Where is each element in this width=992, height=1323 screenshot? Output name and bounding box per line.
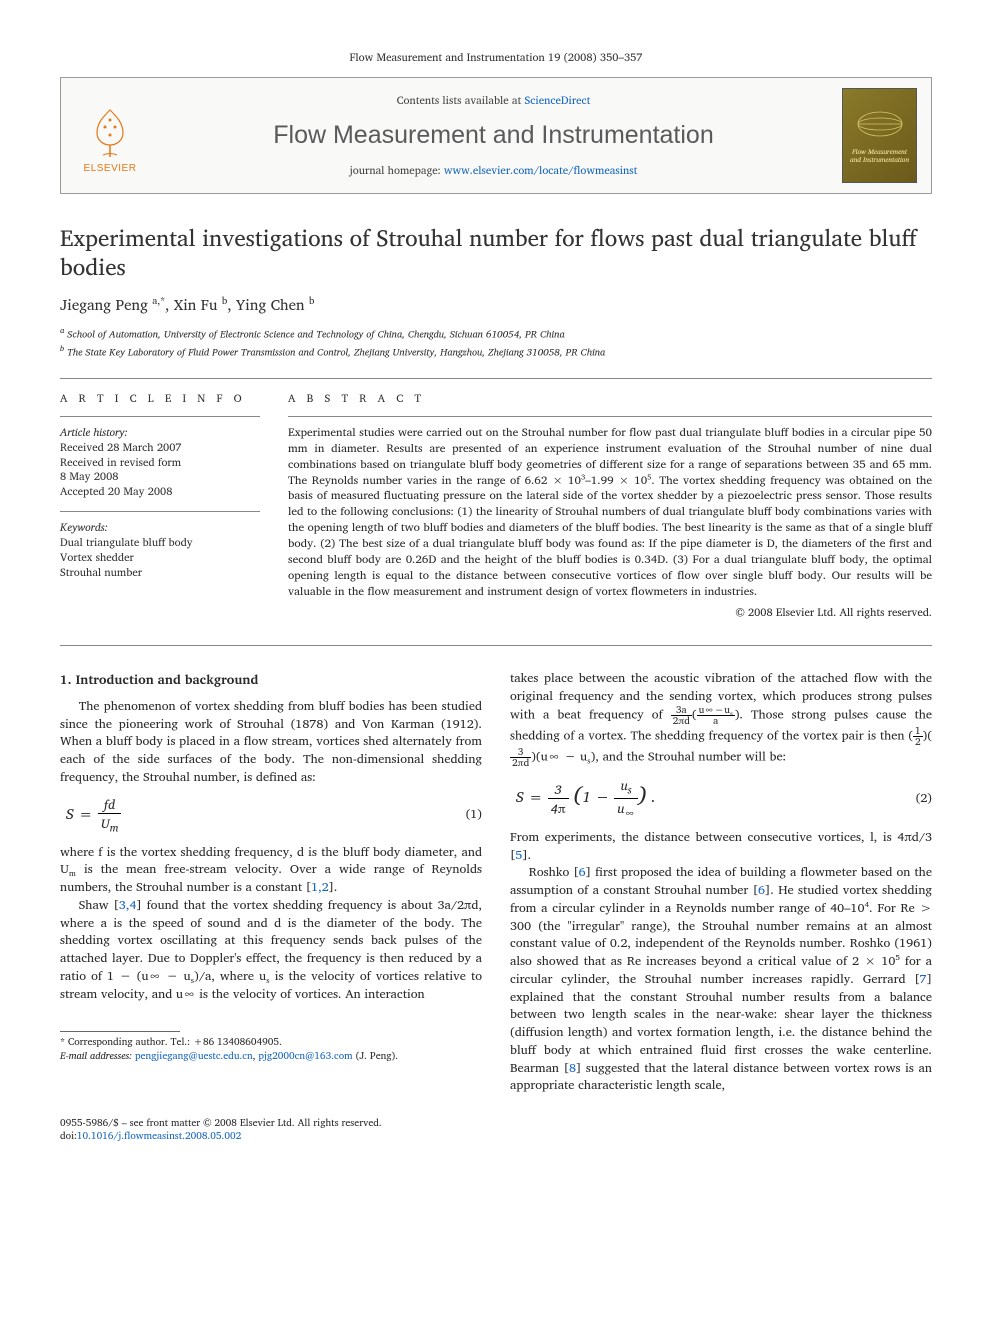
- abstract-heading: A B S T R A C T: [288, 391, 932, 406]
- abstract-text: Experimental studies were carried out on…: [288, 425, 932, 599]
- keyword: Strouhal number: [60, 565, 260, 580]
- eq1-body: S = fdUm: [60, 795, 466, 836]
- para-r1: takes place between the acoustic vibrati…: [510, 670, 932, 769]
- cover-graphic: [843, 89, 918, 184]
- contents-line: Contents lists available at ScienceDirec…: [145, 93, 842, 108]
- abstract-column: A B S T R A C T Experimental studies wer…: [288, 391, 932, 621]
- affiliations: a School of Automation, University of El…: [60, 325, 932, 360]
- r1-tail: , and the Strouhal number will be:: [595, 747, 786, 767]
- body-columns: 1. Introduction and background The pheno…: [60, 670, 932, 1095]
- info-divider-2: [60, 511, 260, 512]
- info-divider-1: [60, 416, 260, 417]
- para-1: The phenomenon of vortex shedding from b…: [60, 698, 482, 787]
- inline-frac-3: 12: [913, 726, 923, 747]
- divider-top: [60, 378, 932, 379]
- para-2: where f is the vortex shedding frequency…: [60, 844, 482, 897]
- r2-pre: From experiments, the distance between c…: [510, 827, 932, 865]
- p2-pre: where f is the vortex shedding frequency…: [60, 842, 482, 898]
- doi-prefix: doi:: [60, 1128, 77, 1144]
- email-tail: (J. Peng).: [353, 1048, 398, 1064]
- elsevier-label: ELSEVIER: [84, 162, 137, 176]
- journal-header-box: ELSEVIER Contents lists available at Sci…: [60, 77, 932, 194]
- para-r2: From experiments, the distance between c…: [510, 829, 932, 865]
- keywords-block: Keywords: Dual triangulate bluff body Vo…: [60, 520, 260, 579]
- info-abstract-row: A R T I C L E I N F O Article history: R…: [60, 391, 932, 621]
- abstract-divider: [288, 416, 932, 417]
- authors: Jiegang Peng a,*, Xin Fu b, Ying Chen b: [60, 294, 932, 315]
- abstract-copyright: © 2008 Elsevier Ltd. All rights reserved…: [288, 605, 932, 620]
- article-title: Experimental investigations of Strouhal …: [60, 224, 932, 282]
- article-info-column: A R T I C L E I N F O Article history: R…: [60, 391, 260, 621]
- email-label: E-mail addresses:: [60, 1048, 135, 1064]
- elsevier-tree-icon: [85, 105, 135, 160]
- citation-header: Flow Measurement and Instrumentation 19 …: [60, 50, 932, 65]
- journal-center: Contents lists available at ScienceDirec…: [145, 93, 842, 179]
- body-col-right: takes place between the acoustic vibrati…: [510, 670, 932, 1095]
- inline-frac-4: 32πd: [510, 747, 531, 768]
- affiliation-a-text: School of Automation, University of Elec…: [67, 326, 564, 342]
- footer-copyright: 0955-5986/$ – see front matter © 2008 El…: [60, 1117, 932, 1143]
- affiliation-b-text: The State Key Laboratory of Fluid Power …: [67, 345, 605, 361]
- affiliation-a: a School of Automation, University of El…: [60, 325, 932, 341]
- para-r3: Roshko [6] first proposed the idea of bu…: [510, 864, 932, 1095]
- sciencedirect-link[interactable]: ScienceDirect: [525, 91, 591, 109]
- affiliation-b: b The State Key Laboratory of Fluid Powe…: [60, 343, 932, 359]
- email-link-1[interactable]: pengjiegang@uestc.edu.cn: [135, 1048, 253, 1064]
- email-link-2[interactable]: pjg2000cn@163.com: [258, 1048, 352, 1064]
- divider-bottom: [60, 645, 932, 646]
- body-col-left: 1. Introduction and background The pheno…: [60, 670, 482, 1095]
- article-info-heading: A R T I C L E I N F O: [60, 391, 260, 406]
- journal-cover-thumbnail: Flow Measurement and Instrumentation: [842, 88, 917, 183]
- contents-prefix: Contents lists available at: [397, 91, 525, 109]
- eq2-number: (2): [916, 790, 932, 808]
- doi-link[interactable]: 10.1016/j.flowmeasinst.2008.05.002: [77, 1128, 241, 1144]
- inline-frac-1: 3a2πd: [671, 705, 692, 726]
- email-footnote: E-mail addresses: pengjiegang@uestc.edu.…: [60, 1050, 482, 1064]
- elsevier-logo: ELSEVIER: [75, 96, 145, 176]
- homepage-link[interactable]: www.elsevier.com/locate/flowmeasinst: [444, 161, 637, 179]
- inline-frac-2: u∞−uₛa: [697, 705, 735, 726]
- footer-doi: doi:10.1016/j.flowmeasinst.2008.05.002: [60, 1130, 932, 1143]
- footnote-separator: [60, 1031, 180, 1032]
- para-3: Shaw [3,4] found that the vortex sheddin…: [60, 897, 482, 1004]
- section-1-heading: 1. Introduction and background: [60, 670, 482, 688]
- homepage-prefix: journal homepage:: [350, 161, 444, 179]
- equation-2: S = 34π (1 − usu∞) . (2): [510, 776, 932, 821]
- equation-1: S = fdUm (1): [60, 795, 482, 836]
- eq2-body: S = 34π (1 − usu∞) .: [510, 776, 916, 821]
- history-line: Accepted 20 May 2008: [60, 484, 260, 499]
- cover-title: Flow Measurement and Instrumentation: [846, 149, 913, 164]
- eq1-number: (1): [466, 806, 482, 824]
- homepage-line: journal homepage: www.elsevier.com/locat…: [145, 163, 842, 178]
- journal-name: Flow Measurement and Instrumentation: [145, 118, 842, 153]
- article-history: Article history: Received 28 March 2007 …: [60, 425, 260, 499]
